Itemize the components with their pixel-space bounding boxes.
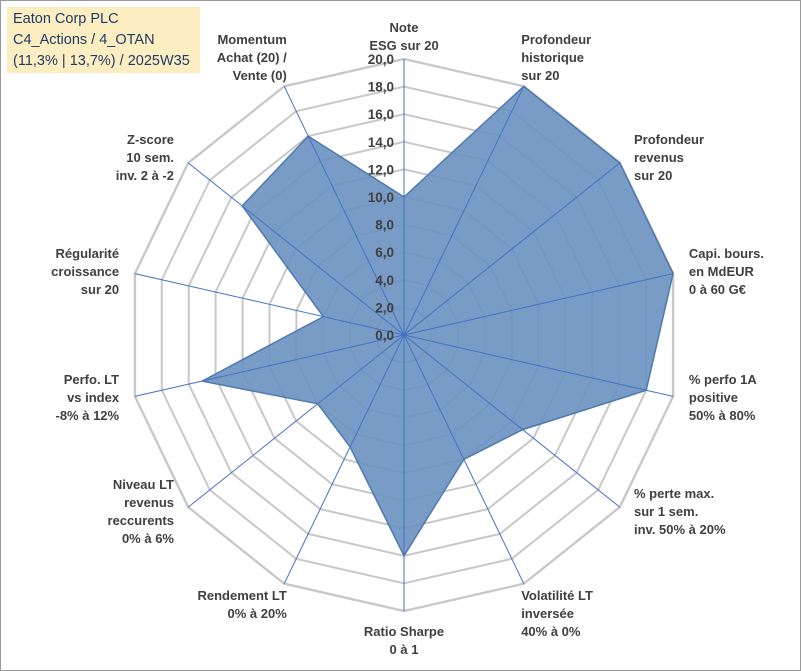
axis-spoke xyxy=(283,86,405,336)
data-series-area xyxy=(201,85,674,557)
tick-label: 0,0 xyxy=(375,328,394,343)
portfolio-category: C4_Actions / 4_OTAN xyxy=(13,32,155,48)
axis-spoke xyxy=(403,86,525,336)
axis-label: Ratio Sharpe 0 à 1 xyxy=(364,624,444,657)
tick-label: 10,0 xyxy=(368,190,394,205)
axis-label: Profondeur historique sur 20 xyxy=(521,32,591,83)
axis-spoke xyxy=(403,334,621,508)
axis-spoke xyxy=(403,162,621,336)
tick-label: 8,0 xyxy=(375,218,394,233)
tick-label: 14,0 xyxy=(368,135,394,150)
tick-label: 4,0 xyxy=(375,273,394,288)
axis-spoke xyxy=(403,334,525,584)
axis-label: Régularité croissance sur 20 xyxy=(51,246,119,297)
axis-label: Momentum Achat (20) / Vente (0) xyxy=(217,32,287,83)
company-name: Eaton Corp PLC xyxy=(13,11,119,27)
axis-spoke xyxy=(403,273,674,336)
axis-label: Perfo. LT vs index -8% à 12% xyxy=(56,372,120,423)
axis-label: Niveau LT revenus reccurents 0% à 6% xyxy=(108,477,175,546)
axis-label: % perte max. sur 1 sem. inv. 50% à 20% xyxy=(634,486,726,537)
axis-label: % perfo 1A positive 50% à 80% xyxy=(689,372,758,423)
axis-label: Volatilité LT inversée 40% à 0% xyxy=(521,588,593,639)
tick-label: 20,0 xyxy=(368,52,394,67)
axis-label: Z-score 10 sem. inv. 2 à -2 xyxy=(116,132,174,183)
axis-labels: Note ESG sur 20 Profondeur historique sur 20… xyxy=(51,20,764,657)
axis-label: Profondeur revenus sur 20 xyxy=(634,132,704,183)
axis-spoke xyxy=(134,273,405,336)
axis-spoke xyxy=(134,334,405,397)
axis-spoke xyxy=(403,334,674,397)
info-box: Eaton Corp PLC C4_Actions / 4_OTAN (11,3… xyxy=(7,7,200,73)
axis-label: Note ESG sur 20 xyxy=(369,20,438,53)
radar-spokes xyxy=(134,59,674,611)
tick-labels: 0,0 2,0 4,0 6,0 8,0 10,0 12,0 14,0 16,0 18,0 20,0 xyxy=(368,52,394,343)
axis-spoke xyxy=(187,334,405,508)
tick-label: 6,0 xyxy=(375,245,394,260)
tick-label: 16,0 xyxy=(368,107,394,122)
tick-label: 12,0 xyxy=(368,162,394,177)
performance-period: (11,3% | 13,7%) / 2025W35 xyxy=(13,53,190,69)
axis-spoke xyxy=(187,162,405,336)
axis-spoke xyxy=(283,334,405,584)
axis-label: Capi. bours. en MdEUR 0 à 60 G€ xyxy=(689,246,764,297)
axis-label: Rendement LT 0% à 20% xyxy=(197,588,287,621)
tick-label: 18,0 xyxy=(368,80,394,95)
tick-label: 2,0 xyxy=(375,300,394,315)
